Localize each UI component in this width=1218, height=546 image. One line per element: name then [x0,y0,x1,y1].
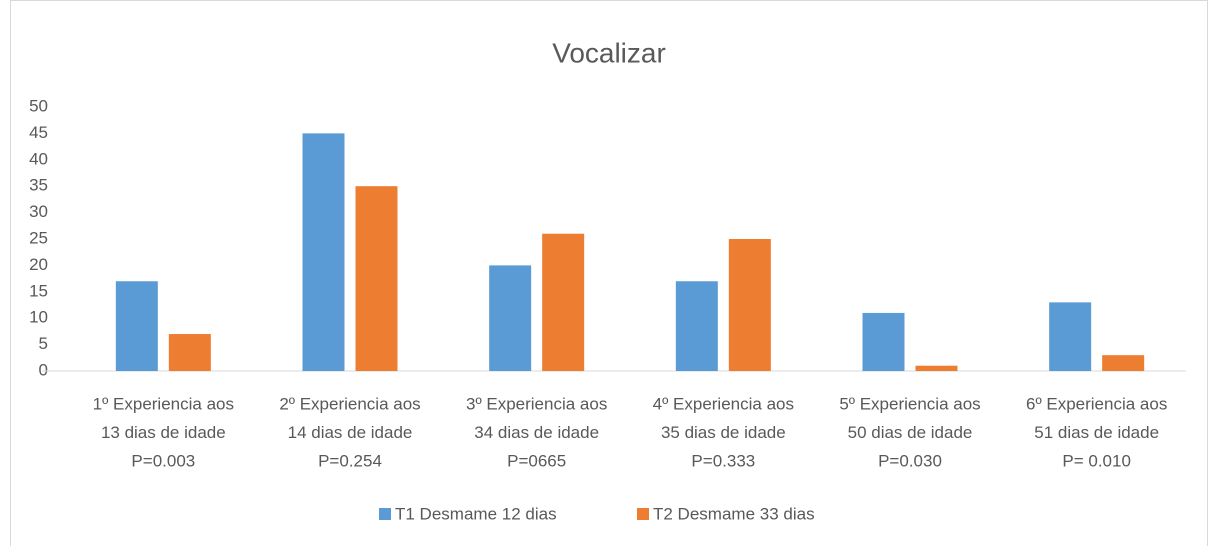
x-tick-label: 14 dias de idade [288,423,413,442]
bar [675,281,718,371]
y-tick-label: 10 [29,308,48,327]
bar [915,365,958,371]
x-tick-label: 51 dias de idade [1034,423,1159,442]
x-tick-label: P=0.333 [691,451,755,470]
x-tick-label: 6º Experiencia aos [1026,394,1167,413]
x-tick-label: 13 dias de idade [101,423,226,442]
y-tick-label: 35 [29,176,48,195]
y-tick-label: 5 [39,334,48,353]
y-tick-label: 20 [29,255,48,274]
bar [302,133,345,371]
legend-swatch [637,508,649,520]
x-tick-label: 35 dias de idade [661,423,786,442]
x-tick-label: 3º Experiencia aos [466,394,607,413]
chart-title: Vocalizar [552,37,666,68]
bar [115,281,158,371]
x-tick-label: 4º Experiencia aos [653,394,794,413]
legend-label: T1 Desmame 12 dias [395,504,557,523]
y-tick-label: 0 [39,360,48,379]
y-tick-label: 40 [29,149,48,168]
bar [862,312,905,371]
x-tick-label: 50 dias de idade [848,423,973,442]
y-tick-label: 45 [29,123,48,142]
x-tick-label: P=0.030 [878,451,942,470]
x-tick-label: 2º Experiencia aos [279,394,420,413]
x-tick-label: P=0665 [507,451,566,470]
x-tick-label: 34 dias de idade [474,423,599,442]
bar [728,239,771,371]
legend-swatch [379,508,391,520]
x-tick-label: P=0.254 [318,451,382,470]
x-tick-label: 1º Experiencia aos [93,394,234,413]
y-tick-label: 50 [29,96,48,115]
y-tick-label: 30 [29,202,48,221]
bar [489,265,532,371]
bar [1102,355,1145,371]
bar [355,186,398,371]
chart-border [10,0,1208,546]
x-tick-label: P= 0.010 [1062,451,1131,470]
legend-label: T2 Desmame 33 dias [653,504,815,523]
y-tick-label: 25 [29,228,48,247]
x-tick-label: 5º Experiencia aos [839,394,980,413]
bar [1049,302,1092,371]
bar [168,334,211,371]
y-tick-label: 15 [29,281,48,300]
bar [542,233,585,371]
x-tick-label: P=0.003 [131,451,195,470]
